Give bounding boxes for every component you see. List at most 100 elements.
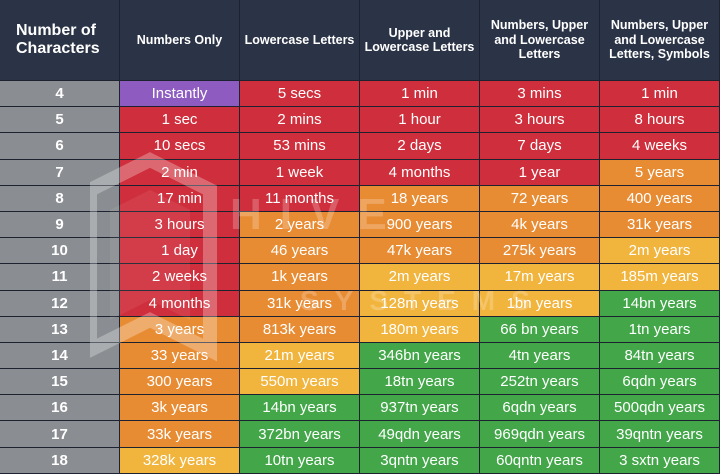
crack-time-cell: 1k years — [240, 264, 360, 291]
header-numbers-only: Numbers Only — [120, 0, 240, 81]
crack-time-cell: 1 sec — [120, 107, 240, 134]
crack-time-cell: 900 years — [360, 211, 480, 239]
crack-time-cell: 4 months — [120, 290, 240, 317]
crack-time-cell: 3 hours — [120, 211, 240, 239]
char-count-cell: 5 — [0, 107, 120, 134]
crack-time-cell: 1tn years — [600, 316, 720, 343]
crack-time-cell: 18tn years — [360, 369, 480, 396]
table-row: 4 Instantly 5 secs 1 min 3 mins 1 min — [0, 81, 720, 108]
crack-time-cell: 1 min — [600, 81, 720, 108]
char-count-cell: 13 — [0, 316, 120, 343]
crack-time-cell: 2 weeks — [120, 264, 240, 291]
crack-time-cell: 3 mins — [480, 81, 600, 108]
crack-time-cell: 1bn years — [480, 290, 600, 317]
table-row: 11 2 weeks 1k years 2m years 17m years 185m y… — [0, 264, 720, 291]
table-row: 16 3k years 14bn years 937tn years 6qdn year… — [0, 395, 720, 422]
crack-time-cell: 969qdn years — [480, 421, 600, 448]
crack-time-cell: 3 hours — [480, 107, 600, 134]
crack-time-cell: 53 mins — [240, 133, 360, 160]
crack-time-cell: 1 min — [360, 81, 480, 108]
crack-time-cell: 275k years — [480, 238, 600, 265]
header-numbers-upper-lowercase-symbols: Numbers, Upper and Lowercase Letters, Sy… — [600, 0, 720, 81]
crack-time-cell: 14bn years — [240, 395, 360, 422]
crack-time-cell: 400 years — [600, 185, 720, 212]
crack-time-cell: 2 min — [120, 159, 240, 186]
crack-time-cell: 2 mins — [240, 107, 360, 134]
crack-time-cell: 300 years — [120, 369, 240, 396]
char-count-cell: 16 — [0, 395, 120, 422]
crack-time-cell: 3 sxtn years — [600, 447, 720, 474]
header-lowercase-letters: Lowercase Letters — [240, 0, 360, 81]
crack-time-cell: 2 days — [360, 133, 480, 160]
crack-time-cell: 2m years — [360, 264, 480, 291]
crack-time-cell: 4 months — [360, 159, 480, 186]
crack-time-cell: 4k years — [480, 211, 600, 239]
char-count-cell: 8 — [0, 185, 120, 212]
table-row: 8 17 min 11 months 18 years 72 years 400 year… — [0, 185, 720, 212]
char-count-cell: 7 — [0, 159, 120, 186]
char-count-cell: 10 — [0, 238, 120, 265]
crack-time-cell: 6qdn years — [480, 395, 600, 422]
crack-time-cell: 180m years — [360, 316, 480, 343]
crack-time-cell: 60qntn years — [480, 447, 600, 474]
char-count-cell: 11 — [0, 264, 120, 291]
crack-time-cell: 84tn years — [600, 342, 720, 370]
crack-time-cell: 31k years — [240, 290, 360, 317]
crack-time-cell: 2m years — [600, 238, 720, 265]
crack-time-cell: 1 hour — [360, 107, 480, 134]
crack-time-cell: 5 years — [600, 159, 720, 186]
table-row: 17 33k years 372bn years 49qdn years 969qdn … — [0, 421, 720, 448]
crack-time-cell: 2 years — [240, 211, 360, 239]
crack-time-cell: 128m years — [360, 290, 480, 317]
crack-time-cell: 1 day — [120, 238, 240, 265]
table-row: 6 10 secs 53 mins 2 days 7 days 4 weeks — [0, 133, 720, 160]
char-count-cell: 17 — [0, 421, 120, 448]
crack-time-cell: 500qdn years — [600, 395, 720, 422]
crack-time-cell: 372bn years — [240, 421, 360, 448]
crack-time-cell: 346bn years — [360, 342, 480, 370]
crack-time-cell: 11 months — [240, 185, 360, 212]
header-upper-lowercase: Upper and Lowercase Letters — [360, 0, 480, 81]
table-row: 10 1 day 46 years 47k years 275k years 2m yea… — [0, 238, 720, 265]
crack-time-cell: 46 years — [240, 238, 360, 265]
crack-time-cell: 72 years — [480, 185, 600, 212]
table-row: 18 328k years 10tn years 3qntn years 60qntn … — [0, 447, 720, 474]
crack-time-cell: 1 year — [480, 159, 600, 186]
char-count-cell: 15 — [0, 369, 120, 396]
crack-time-cell: 4tn years — [480, 342, 600, 370]
header-numbers-upper-lowercase: Numbers, Upper and Lowercase Letters — [480, 0, 600, 81]
table-row: 13 3 years 813k years 180m years 66 bn years… — [0, 316, 720, 343]
header-row: Number of Characters Numbers Only Lowerc… — [0, 0, 720, 81]
crack-time-cell: 21m years — [240, 342, 360, 370]
table-row: 15 300 years 550m years 18tn years 252tn yea… — [0, 369, 720, 396]
crack-time-cell: 1 week — [240, 159, 360, 186]
crack-time-cell: 3k years — [120, 395, 240, 422]
crack-time-cell: 252tn years — [480, 369, 600, 396]
crack-time-cell: 31k years — [600, 211, 720, 239]
char-count-cell: 4 — [0, 81, 120, 108]
crack-time-cell: 328k years — [120, 447, 240, 474]
crack-time-cell: 39qntn years — [600, 421, 720, 448]
crack-time-cell: 8 hours — [600, 107, 720, 134]
crack-time-cell: 18 years — [360, 185, 480, 212]
char-count-cell: 18 — [0, 447, 120, 474]
crack-time-cell: 17m years — [480, 264, 600, 291]
crack-time-cell: 813k years — [240, 316, 360, 343]
crack-time-cell: 33k years — [120, 421, 240, 448]
table-row: 12 4 months 31k years 128m years 1bn years 14… — [0, 290, 720, 317]
crack-time-cell: 5 secs — [240, 81, 360, 108]
crack-time-cell: 550m years — [240, 369, 360, 396]
crack-time-cell: 14bn years — [600, 290, 720, 317]
crack-time-cell: 6qdn years — [600, 369, 720, 396]
char-count-cell: 14 — [0, 342, 120, 370]
table-body: 4 Instantly 5 secs 1 min 3 mins 1 min 5 1 sec 2 … — [0, 81, 720, 474]
header-number-of-characters: Number of Characters — [0, 0, 120, 81]
table-row: 14 33 years 21m years 346bn years 4tn years 8… — [0, 342, 720, 370]
crack-time-cell: 185m years — [600, 264, 720, 291]
crack-time-cell: 66 bn years — [480, 316, 600, 343]
crack-time-cell: 10 secs — [120, 133, 240, 160]
